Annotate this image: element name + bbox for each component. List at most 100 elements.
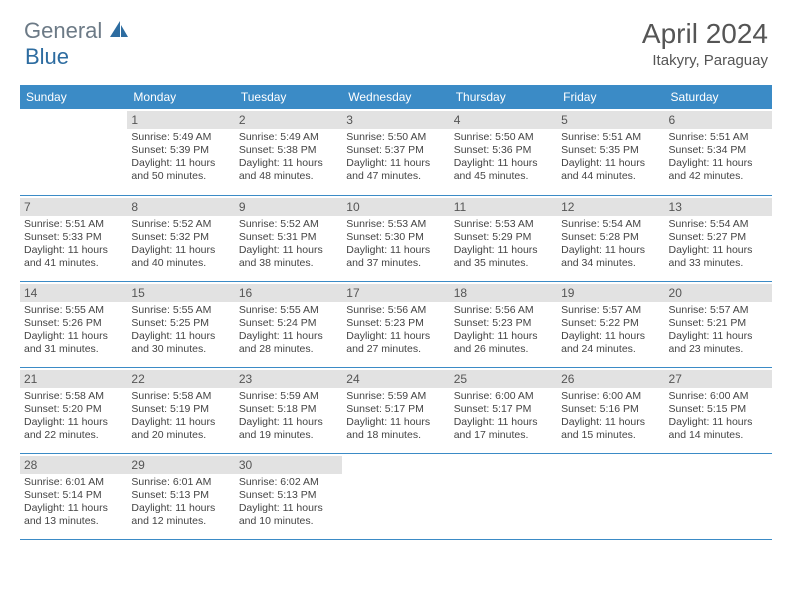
day-cell: 25 Sunrise: 6:00 AMSunset: 5:17 PMDayligh… (450, 367, 557, 453)
sunset: Sunset: 5:19 PM (131, 403, 230, 416)
sunset: Sunset: 5:26 PM (24, 317, 123, 330)
sunset: Sunset: 5:20 PM (24, 403, 123, 416)
daylight: Daylight: 11 hours and 44 minutes. (561, 157, 660, 183)
sunset: Sunset: 5:17 PM (454, 403, 553, 416)
sunset: Sunset: 5:37 PM (346, 144, 445, 157)
sunrise: Sunrise: 5:54 AM (669, 218, 768, 231)
sunrise: Sunrise: 5:55 AM (239, 304, 338, 317)
sunset: Sunset: 5:27 PM (669, 231, 768, 244)
daylight: Daylight: 11 hours and 18 minutes. (346, 416, 445, 442)
day-cell: 28Sunrise: 6:01 AMSunset: 5:14 PMDayligh… (20, 453, 127, 539)
day-number: 11 (450, 198, 557, 216)
day-info: Sunrise: 6:02 AMSunset: 5:13 PMDaylight:… (239, 476, 338, 529)
sunset: Sunset: 5:39 PM (131, 144, 230, 157)
sunrise: Sunrise: 5:54 AM (561, 218, 660, 231)
sunset: Sunset: 5:29 PM (454, 231, 553, 244)
day-number: 3 (342, 111, 449, 129)
sunset: Sunset: 5:23 PM (346, 317, 445, 330)
logo-text-blue: Blue (25, 44, 69, 69)
sunset: Sunset: 5:21 PM (669, 317, 768, 330)
sunrise: Sunrise: 5:55 AM (131, 304, 230, 317)
sunset: Sunset: 5:16 PM (561, 403, 660, 416)
day-number: 28 (20, 456, 127, 474)
empty-cell (665, 453, 772, 539)
sunrise: Sunrise: 5:56 AM (454, 304, 553, 317)
sunset: Sunset: 5:38 PM (239, 144, 338, 157)
sunrise: Sunrise: 5:49 AM (239, 131, 338, 144)
daylight: Daylight: 11 hours and 14 minutes. (669, 416, 768, 442)
day-number: 8 (127, 198, 234, 216)
sunset: Sunset: 5:17 PM (346, 403, 445, 416)
day-number: 26 (557, 370, 664, 388)
empty-cell (20, 109, 127, 195)
day-cell: 20Sunrise: 5:57 AMSunset: 5:21 PMDayligh… (665, 281, 772, 367)
day-info: Sunrise: 5:51 AMSunset: 5:33 PMDaylight:… (24, 218, 123, 271)
day-cell: 19Sunrise: 5:57 AMSunset: 5:22 PMDayligh… (557, 281, 664, 367)
day-info: Sunrise: 5:53 AMSunset: 5:29 PMDaylight:… (454, 218, 553, 271)
day-number: 4 (450, 111, 557, 129)
day-number: 27 (665, 370, 772, 388)
sunrise: Sunrise: 5:57 AM (669, 304, 768, 317)
day-info: Sunrise: 5:58 AMSunset: 5:20 PMDaylight:… (24, 390, 123, 443)
day-number: 22 (127, 370, 234, 388)
day-cell: 9Sunrise: 5:52 AMSunset: 5:31 PMDaylight… (235, 195, 342, 281)
week-row: 1Sunrise: 5:49 AMSunset: 5:39 PMDaylight… (20, 109, 772, 195)
daylight: Daylight: 11 hours and 22 minutes. (24, 416, 123, 442)
day-number: 24 (342, 370, 449, 388)
day-number: 17 (342, 284, 449, 302)
sunrise: Sunrise: 5:51 AM (669, 131, 768, 144)
sunset: Sunset: 5:13 PM (131, 489, 230, 502)
calendar-table: SundayMondayTuesdayWednesdayThursdayFrid… (20, 85, 772, 540)
sunrise: Sunrise: 6:02 AM (239, 476, 338, 489)
sunset: Sunset: 5:14 PM (24, 489, 123, 502)
day-cell: 2 Sunrise: 5:49 AMSunset: 5:38 PMDaylight… (235, 109, 342, 195)
sunset: Sunset: 5:23 PM (454, 317, 553, 330)
sunset: Sunset: 5:15 PM (669, 403, 768, 416)
day-info: Sunrise: 5:55 AMSunset: 5:24 PMDaylight:… (239, 304, 338, 357)
sunrise: Sunrise: 5:53 AM (454, 218, 553, 231)
dow-header: Sunday (20, 85, 127, 109)
location: Itakyry, Paraguay (642, 52, 768, 69)
sunrise: Sunrise: 5:59 AM (346, 390, 445, 403)
sunrise: Sunrise: 5:50 AM (454, 131, 553, 144)
day-info: Sunrise: 5:50 AMSunset: 5:37 PMDaylight:… (346, 131, 445, 184)
day-number: 29 (127, 456, 234, 474)
sunset: Sunset: 5:24 PM (239, 317, 338, 330)
daylight: Daylight: 11 hours and 48 minutes. (239, 157, 338, 183)
day-cell: 29Sunrise: 6:01 AMSunset: 5:13 PMDayligh… (127, 453, 234, 539)
day-number: 30 (235, 456, 342, 474)
day-cell: 12Sunrise: 5:54 AMSunset: 5:28 PMDayligh… (557, 195, 664, 281)
daylight: Daylight: 11 hours and 26 minutes. (454, 330, 553, 356)
day-info: Sunrise: 5:55 AMSunset: 5:25 PMDaylight:… (131, 304, 230, 357)
day-number: 20 (665, 284, 772, 302)
day-cell: 26 Sunrise: 6:00 AMSunset: 5:16 PMDayligh… (557, 367, 664, 453)
day-number: 13 (665, 198, 772, 216)
day-number: 6 (665, 111, 772, 129)
day-info: Sunrise: 5:50 AMSunset: 5:36 PMDaylight:… (454, 131, 553, 184)
day-cell: 16Sunrise: 5:55 AMSunset: 5:24 PMDayligh… (235, 281, 342, 367)
day-info: Sunrise: 5:51 AMSunset: 5:35 PMDaylight:… (561, 131, 660, 184)
day-number: 25 (450, 370, 557, 388)
day-cell: 13Sunrise: 5:54 AMSunset: 5:27 PMDayligh… (665, 195, 772, 281)
dow-header: Monday (127, 85, 234, 109)
daylight: Daylight: 11 hours and 34 minutes. (561, 244, 660, 270)
day-number: 19 (557, 284, 664, 302)
day-cell: 11 Sunrise: 5:53 AMSunset: 5:29 PMDayligh… (450, 195, 557, 281)
day-info: Sunrise: 6:00 AMSunset: 5:16 PMDaylight:… (561, 390, 660, 443)
day-number: 23 (235, 370, 342, 388)
day-info: Sunrise: 6:00 AMSunset: 5:17 PMDaylight:… (454, 390, 553, 443)
sunset: Sunset: 5:34 PM (669, 144, 768, 157)
day-number: 18 (450, 284, 557, 302)
day-number: 7 (20, 198, 127, 216)
day-number: 2 (235, 111, 342, 129)
sunrise: Sunrise: 6:01 AM (131, 476, 230, 489)
day-number: 14 (20, 284, 127, 302)
title-block: April 2024 Itakyry, Paraguay (642, 18, 768, 69)
daylight: Daylight: 11 hours and 31 minutes. (24, 330, 123, 356)
daylight: Daylight: 11 hours and 15 minutes. (561, 416, 660, 442)
sunrise: Sunrise: 6:00 AM (669, 390, 768, 403)
sunrise: Sunrise: 5:59 AM (239, 390, 338, 403)
daylight: Daylight: 11 hours and 30 minutes. (131, 330, 230, 356)
sunset: Sunset: 5:35 PM (561, 144, 660, 157)
sunrise: Sunrise: 5:52 AM (239, 218, 338, 231)
